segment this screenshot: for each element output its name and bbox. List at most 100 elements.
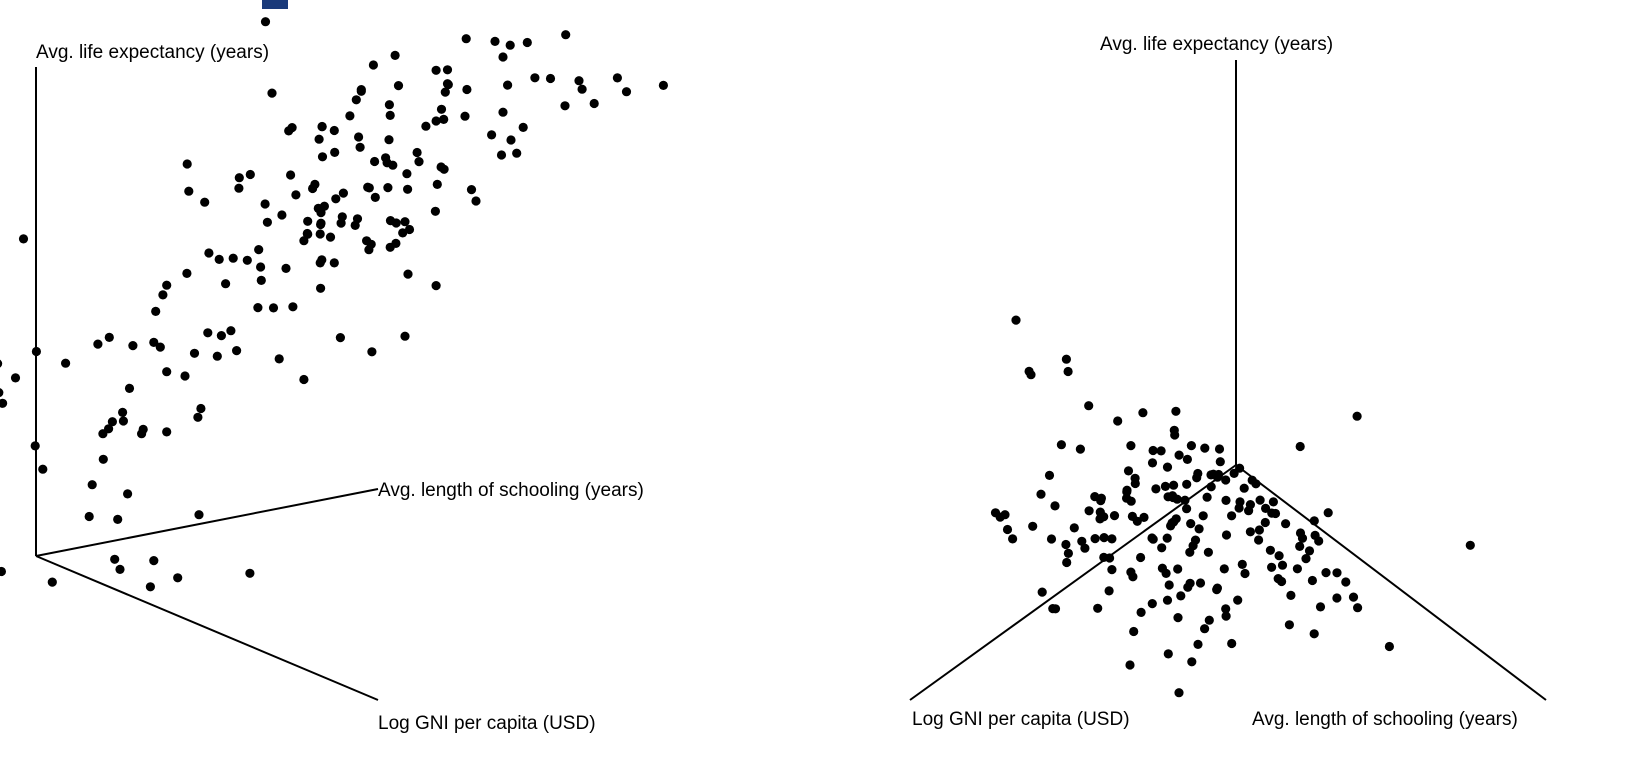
data-point — [1174, 688, 1184, 698]
data-point — [221, 279, 231, 289]
data-point — [1090, 492, 1100, 502]
data-point — [1011, 315, 1021, 325]
data-point — [1164, 580, 1174, 590]
data-point — [315, 229, 325, 239]
data-point — [1107, 565, 1117, 575]
data-point — [1214, 444, 1225, 454]
data-point — [0, 566, 6, 577]
data-point — [1239, 483, 1249, 493]
data-point — [1099, 512, 1109, 522]
data-point — [128, 341, 138, 351]
data-point — [436, 104, 447, 114]
data-point — [442, 65, 453, 75]
data-point — [431, 65, 441, 75]
data-point — [1206, 470, 1216, 480]
data-point — [260, 17, 271, 27]
x-axis-line — [35, 555, 379, 701]
data-point — [286, 170, 296, 180]
data-point — [505, 40, 515, 50]
data-point — [1182, 504, 1192, 514]
data-point — [1229, 468, 1239, 478]
data-point — [1277, 560, 1288, 570]
data-point — [1185, 547, 1195, 557]
data-point — [18, 234, 29, 244]
points-left — [0, 17, 669, 592]
data-point — [299, 374, 309, 385]
data-point — [331, 194, 341, 204]
data-point — [316, 218, 326, 228]
data-point — [1332, 568, 1342, 578]
data-point — [256, 275, 266, 285]
data-point — [1147, 458, 1158, 468]
data-point — [1245, 527, 1255, 537]
data-point — [47, 577, 57, 587]
data-point — [1227, 638, 1237, 649]
data-point — [118, 407, 128, 417]
data-point — [1126, 496, 1136, 506]
data-point — [1341, 577, 1351, 587]
data-point — [1277, 576, 1287, 587]
data-point — [162, 427, 172, 437]
data-point — [522, 37, 532, 48]
data-point — [1194, 524, 1204, 534]
data-point — [1200, 443, 1210, 453]
data-point — [228, 253, 238, 263]
data-point — [1129, 626, 1139, 637]
data-point — [518, 122, 528, 132]
data-point — [1125, 660, 1135, 670]
data-point — [403, 184, 413, 194]
data-point — [260, 199, 270, 209]
data-point — [440, 87, 450, 97]
data-point — [1353, 603, 1363, 613]
data-point — [291, 190, 301, 200]
data-point — [1295, 441, 1305, 452]
data-point — [162, 280, 172, 290]
data-point — [1169, 480, 1179, 490]
data-point — [182, 268, 192, 278]
data-point — [1176, 591, 1186, 601]
data-point — [61, 358, 71, 368]
data-point — [1309, 629, 1319, 639]
data-point — [414, 157, 424, 167]
data-point — [138, 424, 148, 434]
data-point — [1063, 366, 1073, 377]
data-point — [1310, 530, 1320, 541]
data-point — [1126, 441, 1136, 451]
data-point — [1147, 533, 1157, 543]
data-point — [370, 156, 380, 167]
data-point — [1061, 354, 1071, 364]
data-point — [1267, 562, 1277, 572]
data-point — [1235, 497, 1245, 507]
data-point — [612, 73, 623, 83]
data-point — [107, 417, 117, 427]
data-point — [366, 239, 376, 249]
data-point — [1186, 441, 1196, 451]
data-point — [268, 303, 279, 313]
data-point — [356, 85, 366, 95]
y-axis-line — [35, 488, 379, 557]
data-point — [1286, 590, 1296, 601]
y-axis-label: Avg. length of schooling (years) — [378, 480, 644, 501]
data-point — [1237, 559, 1247, 570]
data-point — [1198, 511, 1208, 521]
data-point — [38, 464, 48, 474]
data-point — [162, 367, 172, 377]
data-point — [1156, 446, 1166, 456]
data-point — [1151, 484, 1161, 494]
data-point — [421, 121, 431, 131]
data-point — [1162, 533, 1172, 543]
data-point — [990, 508, 1001, 518]
data-point — [234, 183, 244, 193]
data-point — [658, 80, 669, 90]
data-point — [355, 142, 365, 152]
y-axis-label: Avg. length of schooling (years) — [1252, 709, 1518, 730]
data-point — [158, 290, 168, 300]
data-point — [316, 208, 326, 218]
data-point — [1046, 534, 1057, 544]
data-point — [1260, 517, 1270, 528]
data-point — [1061, 539, 1071, 550]
data-point — [84, 511, 94, 522]
data-point — [1170, 430, 1180, 440]
data-point — [98, 454, 108, 464]
data-point — [1240, 568, 1250, 579]
